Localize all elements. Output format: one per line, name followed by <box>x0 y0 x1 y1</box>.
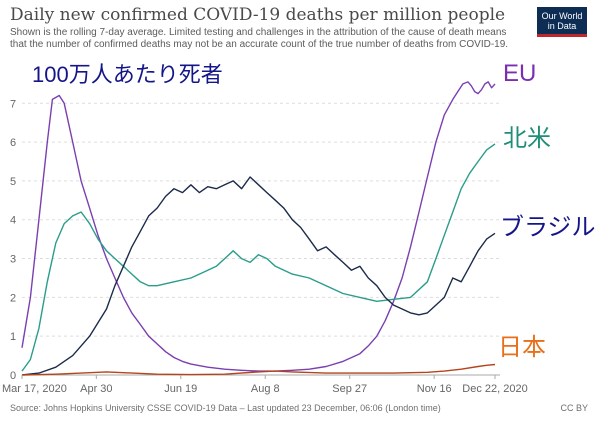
series-line-brazil <box>21 176 496 376</box>
y-tick-label-1: 1 <box>10 331 16 343</box>
chart-subtitle: Shown is the rolling 7-day average. Limi… <box>10 27 509 50</box>
x-tick-label: Nov 16 <box>417 383 452 395</box>
label-brazil: ブラジル <box>500 214 596 241</box>
logo-line-2: in Data <box>547 21 577 31</box>
x-tick-label: Aug 8 <box>251 383 280 395</box>
label-japan: 日本 <box>498 334 546 361</box>
grid-layer <box>22 102 500 376</box>
x-tick-label: Apr 30 <box>80 383 112 395</box>
y-tick-label-3: 3 <box>10 254 16 266</box>
x-tick-label: Jun 19 <box>164 383 197 395</box>
chart-title: Daily new confirmed COVID-19 deaths per … <box>10 5 506 25</box>
series-layer <box>21 81 496 376</box>
x-tick-label: Sep 27 <box>332 383 367 395</box>
y-tick-label-4: 4 <box>10 215 16 227</box>
axis-layer: 0 1 2 3 4 5 6 7 Mar 17, 2020 Apr 30 Jun 19 Aug 8 Sep… <box>2 98 528 395</box>
footer-license[interactable]: CC BY <box>560 403 588 413</box>
x-tick-label: Dec 22, 2020 <box>462 383 527 395</box>
footer-source[interactable]: Source: Johns Hopkins University CSSE CO… <box>10 403 441 413</box>
series-line-japan <box>21 363 496 376</box>
label-eu: EU <box>503 60 537 87</box>
y-tick-label-6: 6 <box>10 137 16 149</box>
y-tick-label-0: 0 <box>10 370 16 382</box>
y-tick-label-7: 7 <box>10 98 16 110</box>
owid-logo[interactable]: Our World in Data <box>537 7 587 37</box>
y-tick-label-5: 5 <box>10 176 16 188</box>
y-tick-label-2: 2 <box>10 292 16 304</box>
annotation-title-jp: 100万人あたり死者 <box>32 62 223 87</box>
label-north-america: 北米 <box>503 125 551 152</box>
logo-line-1: Our World <box>541 11 583 21</box>
series-line-north_america <box>21 143 496 372</box>
series-line-eu <box>21 81 496 372</box>
x-tick-label: Mar 17, 2020 <box>2 383 67 395</box>
